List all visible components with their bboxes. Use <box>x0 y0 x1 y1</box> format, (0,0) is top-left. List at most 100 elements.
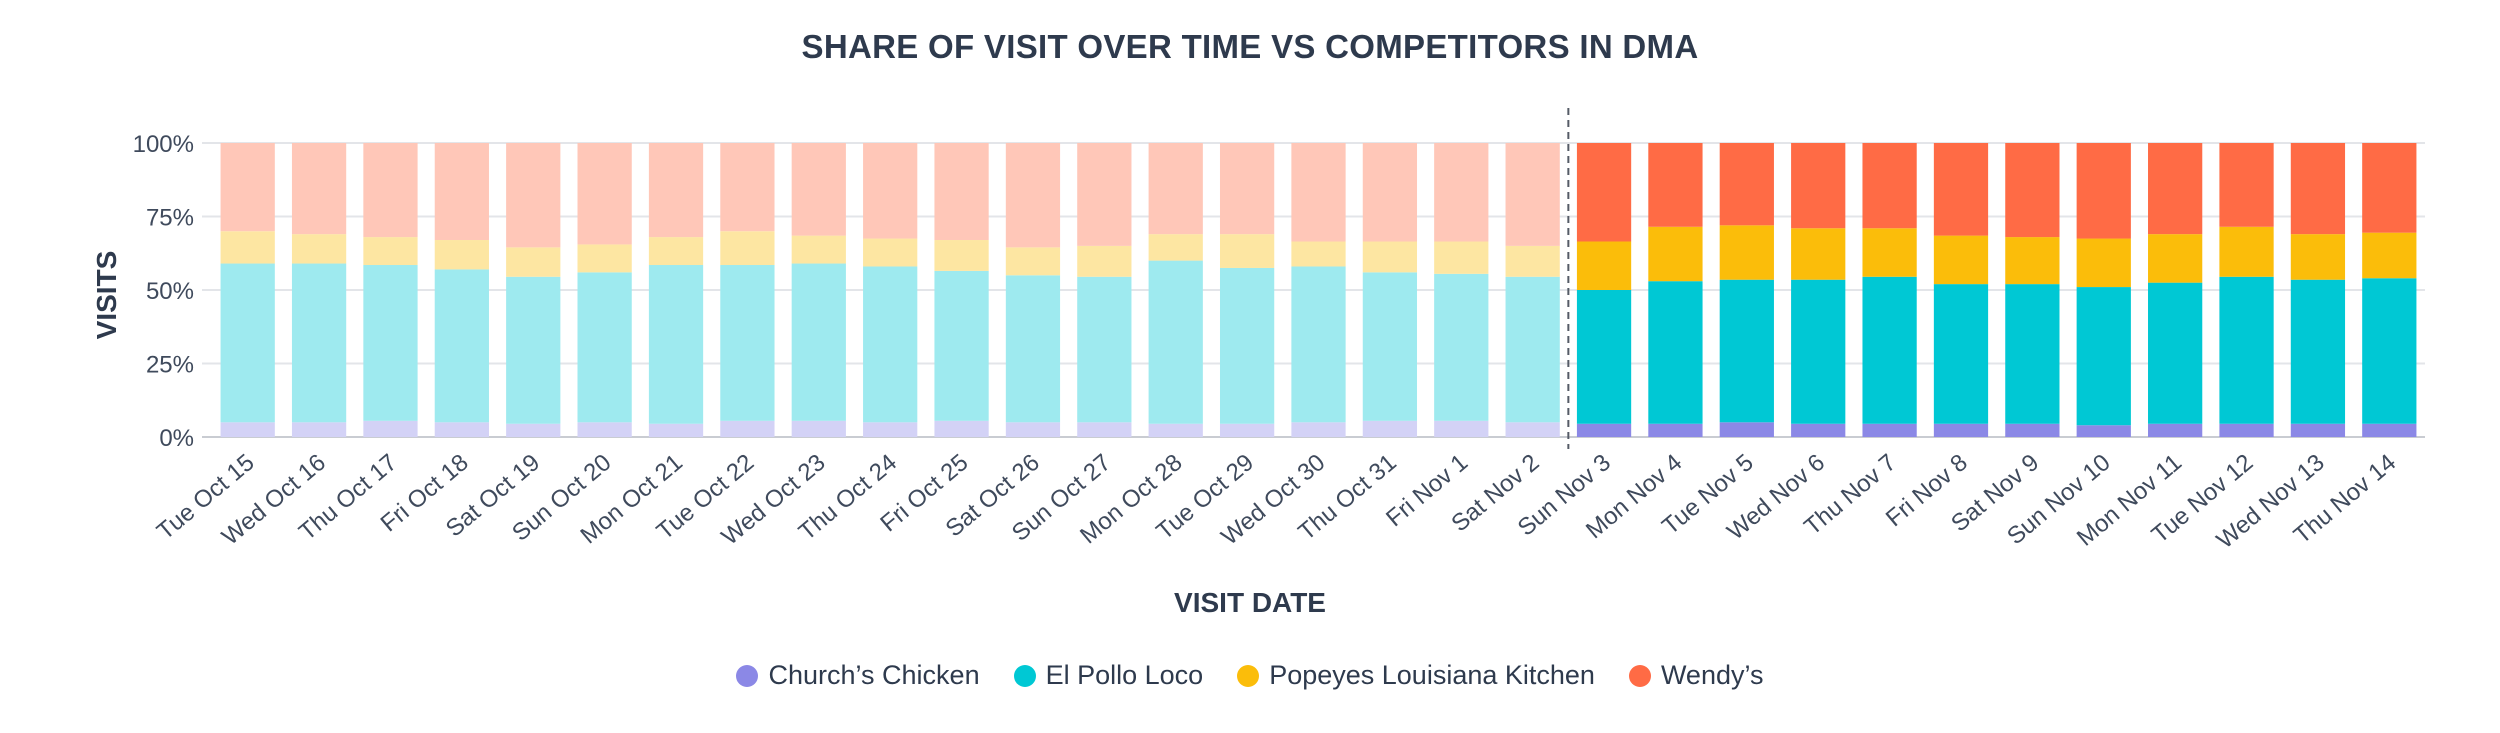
legend-item[interactable]: Popeyes Louisiana Kitchen <box>1237 660 1595 691</box>
bar-segment <box>2219 423 2274 437</box>
bar-segment <box>2362 143 2417 233</box>
bar-segment <box>934 420 989 437</box>
bar-segment <box>434 422 489 437</box>
bar-segment <box>434 143 489 241</box>
bar-segment <box>220 231 275 264</box>
bar-segment <box>506 276 561 424</box>
legend-swatch <box>1013 664 1036 687</box>
bar-segment <box>791 420 846 437</box>
bar-segment <box>1648 281 1703 424</box>
bar-segment <box>1362 241 1418 273</box>
x-axis-title: VISIT DATE <box>1174 587 1326 618</box>
bar-segment <box>2076 143 2131 239</box>
bar-segment <box>2362 232 2417 279</box>
bar-segment <box>363 265 418 421</box>
legend-label: El Pollo Loco <box>1045 660 1204 690</box>
bar-segment <box>1576 423 1632 437</box>
chart-title: SHARE OF VISIT OVER TIME VS COMPETITORS … <box>801 28 1699 65</box>
bar-segment <box>2076 287 2131 426</box>
bar-segment <box>1005 422 1061 437</box>
bar-segment <box>1434 273 1489 421</box>
bar-segment <box>934 240 989 271</box>
bar-segment <box>2076 238 2131 288</box>
bar-segment <box>1362 143 1418 242</box>
bar-segment <box>577 272 632 423</box>
bar-segment <box>1505 143 1560 246</box>
bar-segment <box>1933 143 1989 236</box>
bar-segment <box>1291 266 1346 423</box>
bar-segment <box>291 143 347 235</box>
bar-segment <box>363 420 418 437</box>
legend-swatch <box>736 664 759 687</box>
bar-segment <box>2076 425 2131 437</box>
legend-label: Church’s Chicken <box>768 660 980 690</box>
bar-segment <box>2219 143 2274 227</box>
bar-segment <box>2290 423 2346 437</box>
bar-segment <box>2005 237 2060 285</box>
bar-segment <box>1434 143 1489 242</box>
bar-segment <box>1576 290 1632 424</box>
bar-segment <box>1291 143 1346 242</box>
bar-segment <box>720 231 775 266</box>
bar-segment <box>1862 423 1917 437</box>
y-tick-label: 50% <box>146 278 194 305</box>
bar-segment <box>648 423 704 437</box>
bar-segment <box>791 235 846 264</box>
y-tick-label: 25% <box>146 352 194 379</box>
bar-segment <box>1148 234 1203 261</box>
bar-segment <box>1648 226 1703 282</box>
bar-segment <box>1219 267 1275 424</box>
bar-segment <box>1362 272 1418 421</box>
legend-label: Wendy’s <box>1660 660 1764 690</box>
bar-segment <box>1005 275 1061 423</box>
bar-segment <box>1576 143 1632 242</box>
bar-segment <box>720 265 775 421</box>
bar-segment <box>1434 420 1489 437</box>
bar-segment <box>1648 143 1703 227</box>
bar-segment <box>291 422 347 437</box>
bar-segment <box>220 263 275 423</box>
bar-segment <box>2290 234 2346 280</box>
bar-segment <box>506 423 561 437</box>
bar-segment <box>291 263 347 423</box>
bar-segment <box>2005 143 2060 238</box>
bar-segment <box>1791 423 1846 437</box>
bar-segment <box>1862 143 1917 229</box>
bar-segment <box>1719 422 1774 437</box>
bar-segment <box>434 269 489 423</box>
bar-segment <box>863 143 918 239</box>
bar-segment <box>720 143 775 232</box>
bar-segment <box>1005 143 1061 248</box>
bar-segment <box>720 420 775 437</box>
bar-segment <box>791 143 846 236</box>
bar-segment <box>1862 228 1917 277</box>
bar-segment <box>2219 276 2274 424</box>
bar-segment <box>577 244 632 273</box>
legend-item[interactable]: El Pollo Loco <box>1013 660 1204 691</box>
bar-segment <box>363 143 418 238</box>
bar-segment <box>1933 423 1989 437</box>
bar-segment <box>1362 420 1418 437</box>
bar-segment <box>1148 423 1203 437</box>
bar-segment <box>934 143 989 241</box>
bar-segment <box>1719 279 1774 423</box>
bar-segment <box>291 234 347 264</box>
bar-segment <box>1077 422 1132 437</box>
bar-segment <box>506 143 561 248</box>
bar-segment <box>2148 234 2203 283</box>
bar-segment <box>1077 245 1132 277</box>
bar-segment <box>2005 423 2060 437</box>
y-tick-label: 0% <box>159 425 194 452</box>
bar-segment <box>2148 143 2203 235</box>
legend-item[interactable]: Wendy’s <box>1628 660 1764 691</box>
bar-segment <box>1791 279 1846 424</box>
bar-segment <box>863 422 918 437</box>
legend: Church’s Chicken El Pollo Loco Popeyes Lou… <box>0 660 2500 691</box>
bar-segment <box>648 143 704 238</box>
legend-item[interactable]: Church’s Chicken <box>736 660 980 691</box>
bar-segment <box>2290 279 2346 424</box>
bar-segment <box>648 265 704 424</box>
bar-segment <box>220 143 275 232</box>
